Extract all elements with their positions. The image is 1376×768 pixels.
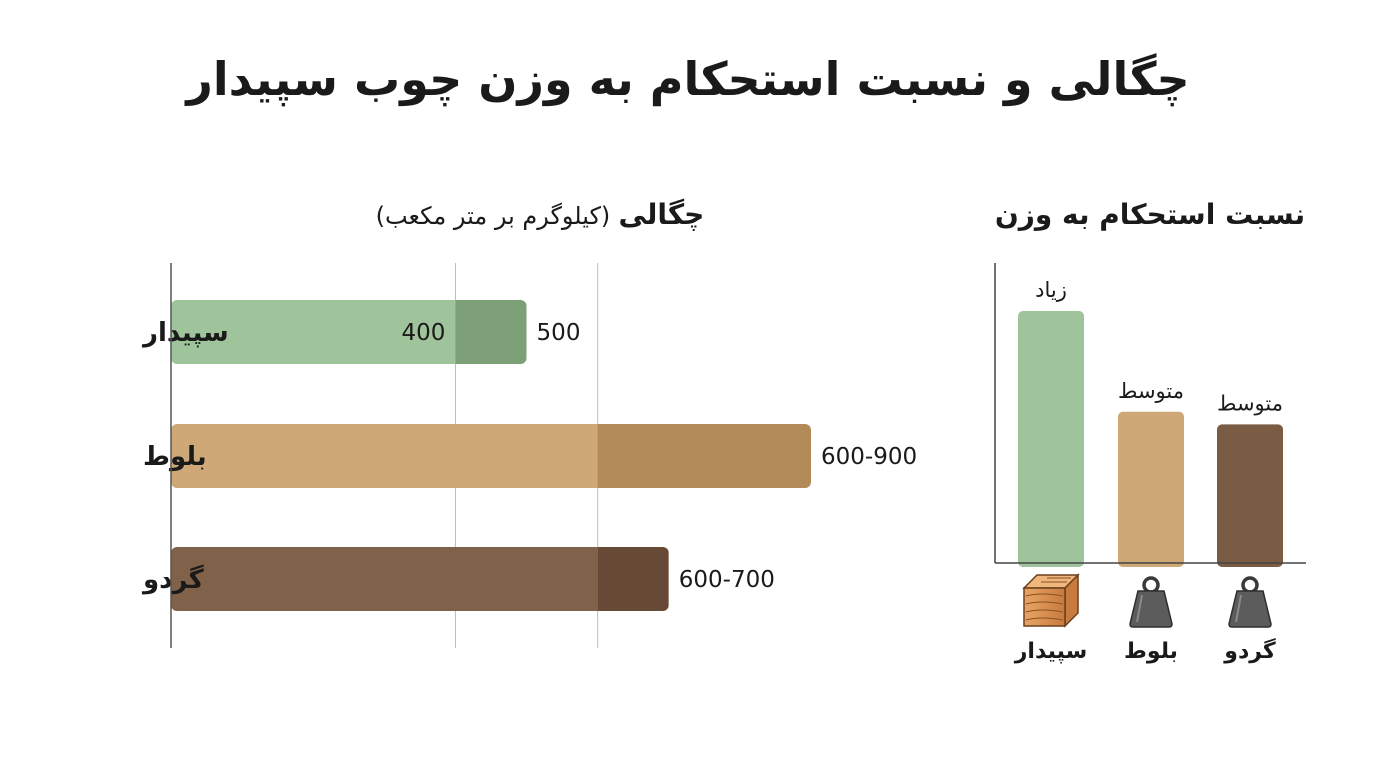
- density-category-label: گردو: [141, 564, 205, 595]
- density-bar-range: [597, 424, 811, 488]
- density-range-start-label: 400: [402, 320, 446, 346]
- wood-block-icon: [1022, 573, 1080, 628]
- density-bar-base: [171, 547, 598, 611]
- density-value-label: 600-900: [821, 444, 917, 470]
- density-bar: [171, 424, 811, 488]
- density-value-label: 500: [537, 320, 581, 346]
- ratio-level-label: زیاد: [1035, 278, 1067, 302]
- ratio-bar: [1018, 311, 1084, 567]
- density-chart: 400 500 سپیدار 600-900 بلوط 600-700 گردو: [141, 263, 917, 648]
- density-bar-base: [171, 300, 456, 364]
- weight-icon: [1129, 576, 1173, 628]
- density-bar: [171, 547, 669, 611]
- ratio-category-label: گردو: [1223, 637, 1276, 664]
- ratio-category-label: بلوط: [1124, 639, 1178, 664]
- density-value-label: 600-700: [679, 567, 775, 593]
- density-category-label: سپیدار: [141, 318, 229, 348]
- density-bar-range: [597, 547, 669, 611]
- density-bar: [171, 300, 527, 364]
- ratio-chart: زیاد سپیدار متوسط بلوط متوسط گردو: [994, 263, 1306, 664]
- ratio-chart-title: نسبت استحکام به وزن: [994, 198, 1306, 231]
- ratio-level-label: متوسط: [1118, 379, 1184, 403]
- density-chart-unit: (کیلوگرم بر متر مکعب): [375, 202, 611, 230]
- density-bar-range: [455, 300, 527, 364]
- density-chart-title: چگالی: [618, 198, 705, 231]
- ratio-bar: [1118, 411, 1184, 567]
- ratio-category-label: سپیدار: [1014, 639, 1088, 664]
- weight-icon: [1228, 576, 1272, 628]
- density-category-label: بلوط: [143, 442, 207, 472]
- density-chart-heading: چگالی (کیلوگرم بر متر مکعب): [300, 198, 780, 231]
- chart-title: چگالی و نسبت استحکام به وزن چوب سپیدار: [186, 52, 1190, 106]
- ratio-level-label: متوسط: [1217, 391, 1283, 415]
- density-bar-base: [171, 424, 598, 488]
- ratio-bar: [1217, 424, 1283, 567]
